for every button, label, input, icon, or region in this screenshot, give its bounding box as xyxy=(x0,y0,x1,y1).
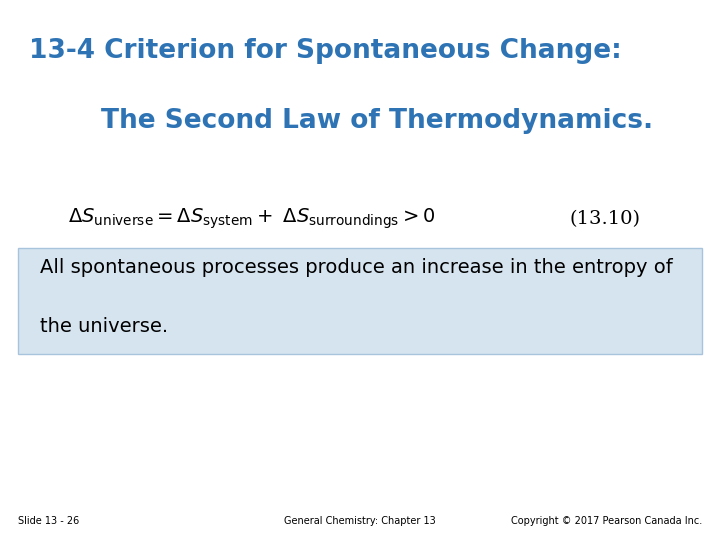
Text: Copyright © 2017 Pearson Canada Inc.: Copyright © 2017 Pearson Canada Inc. xyxy=(510,516,702,526)
Text: General Chemistry: Chapter 13: General Chemistry: Chapter 13 xyxy=(284,516,436,526)
Text: $\Delta S_{\mathrm{universe}} = \Delta S_{\mathrm{system}} +\ \Delta S_{\mathrm{: $\Delta S_{\mathrm{universe}} = \Delta S… xyxy=(68,206,436,231)
Text: 13-4 Criterion for Spontaneous Change:: 13-4 Criterion for Spontaneous Change: xyxy=(29,38,621,64)
Text: the universe.: the universe. xyxy=(40,317,168,336)
Text: (13.10): (13.10) xyxy=(570,210,640,228)
Text: The Second Law of Thermodynamics.: The Second Law of Thermodynamics. xyxy=(101,108,653,134)
Text: All spontaneous processes produce an increase in the entropy of: All spontaneous processes produce an inc… xyxy=(40,258,672,277)
Text: Slide 13 - 26: Slide 13 - 26 xyxy=(18,516,79,526)
FancyBboxPatch shape xyxy=(18,248,702,354)
